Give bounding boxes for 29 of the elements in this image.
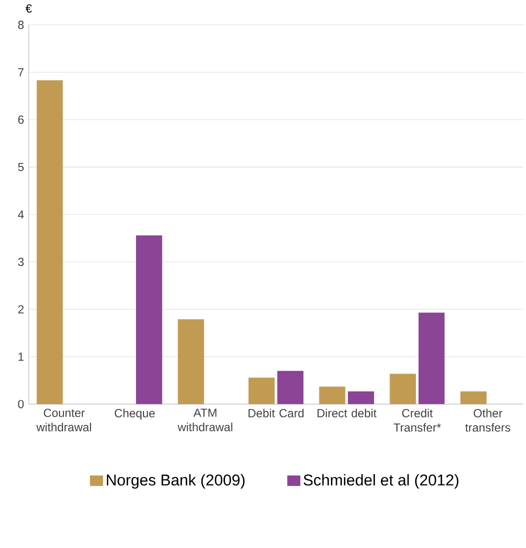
y-tick-label: 7 bbox=[18, 68, 24, 76]
bar bbox=[136, 235, 162, 404]
bar bbox=[390, 374, 416, 404]
x-tick-label: Credit Transfer* bbox=[394, 408, 441, 432]
bar bbox=[348, 391, 374, 404]
legend-label: Norges Bank (2009) bbox=[106, 474, 244, 489]
bar bbox=[277, 370, 304, 404]
bar bbox=[178, 319, 204, 404]
legend-label: Schmiedel et al (2012) bbox=[304, 474, 458, 489]
bar bbox=[319, 386, 346, 404]
y-tick-label: 8 bbox=[18, 20, 24, 29]
x-tick-label: Cheque bbox=[114, 408, 155, 420]
y-axis-title: € bbox=[26, 4, 32, 13]
bar bbox=[418, 312, 445, 404]
bar bbox=[248, 378, 275, 404]
y-tick-label: 4 bbox=[18, 210, 24, 219]
bar bbox=[36, 80, 63, 404]
y-tick-label: 2 bbox=[18, 305, 24, 314]
bar bbox=[460, 391, 486, 404]
y-tick-label: 5 bbox=[18, 162, 24, 172]
y-tick-label: 1 bbox=[18, 352, 24, 361]
x-tick-label: Direct debit bbox=[317, 408, 376, 418]
x-tick-label: ATM withdrawal bbox=[178, 408, 232, 432]
y-tick-label: 0 bbox=[18, 400, 24, 408]
y-tick-label: 6 bbox=[18, 116, 24, 124]
x-tick-label: Other transfers bbox=[465, 408, 510, 432]
y-tick-label: 3 bbox=[18, 258, 24, 266]
x-tick-label: Counter withdrawal bbox=[36, 408, 91, 432]
x-tick-label: Debit Card bbox=[248, 408, 304, 418]
